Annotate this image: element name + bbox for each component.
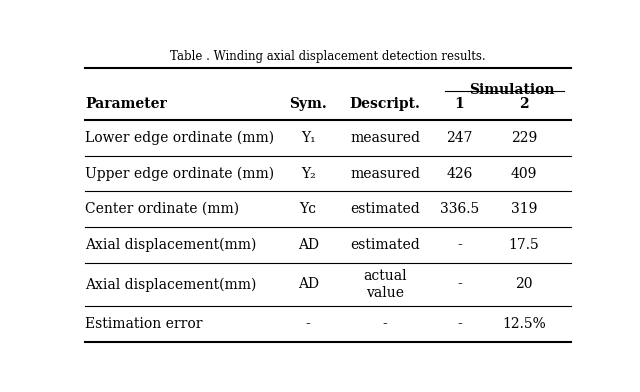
Text: Yᴄ: Yᴄ <box>300 202 317 216</box>
Text: Estimation error: Estimation error <box>85 317 202 331</box>
Text: actual
value: actual value <box>364 269 407 300</box>
Text: AD: AD <box>298 278 319 291</box>
Text: Descript.: Descript. <box>349 97 420 111</box>
Text: Parameter: Parameter <box>85 97 166 111</box>
Text: 20: 20 <box>515 278 532 291</box>
Text: 319: 319 <box>511 202 537 216</box>
Text: measured: measured <box>350 167 420 180</box>
Text: AD: AD <box>298 238 319 252</box>
Text: Sym.: Sym. <box>289 97 327 111</box>
Text: Axial displacement(mm): Axial displacement(mm) <box>85 238 257 252</box>
Text: Upper edge ordinate (mm): Upper edge ordinate (mm) <box>85 166 274 181</box>
Text: estimated: estimated <box>350 202 420 216</box>
Text: 12.5%: 12.5% <box>502 317 546 331</box>
Text: -: - <box>457 317 462 331</box>
Text: 336.5: 336.5 <box>440 202 479 216</box>
Text: Simulation: Simulation <box>468 83 554 97</box>
Text: Y₂: Y₂ <box>301 167 316 180</box>
Text: 2: 2 <box>519 97 529 111</box>
Text: -: - <box>383 317 387 331</box>
Text: Y₁: Y₁ <box>301 131 316 145</box>
Text: estimated: estimated <box>350 238 420 252</box>
Text: -: - <box>457 278 462 291</box>
Text: 409: 409 <box>511 167 537 180</box>
Text: 229: 229 <box>511 131 537 145</box>
Text: -: - <box>457 238 462 252</box>
Text: Axial displacement(mm): Axial displacement(mm) <box>85 277 257 292</box>
Text: measured: measured <box>350 131 420 145</box>
Text: 247: 247 <box>446 131 473 145</box>
Text: 1: 1 <box>454 97 464 111</box>
Text: -: - <box>306 317 310 331</box>
Text: 17.5: 17.5 <box>509 238 540 252</box>
Text: Center ordinate (mm): Center ordinate (mm) <box>85 202 239 216</box>
Text: Lower edge ordinate (mm): Lower edge ordinate (mm) <box>85 131 274 145</box>
Text: Table . Winding axial displacement detection results.: Table . Winding axial displacement detec… <box>170 50 486 63</box>
Text: 426: 426 <box>446 167 472 180</box>
